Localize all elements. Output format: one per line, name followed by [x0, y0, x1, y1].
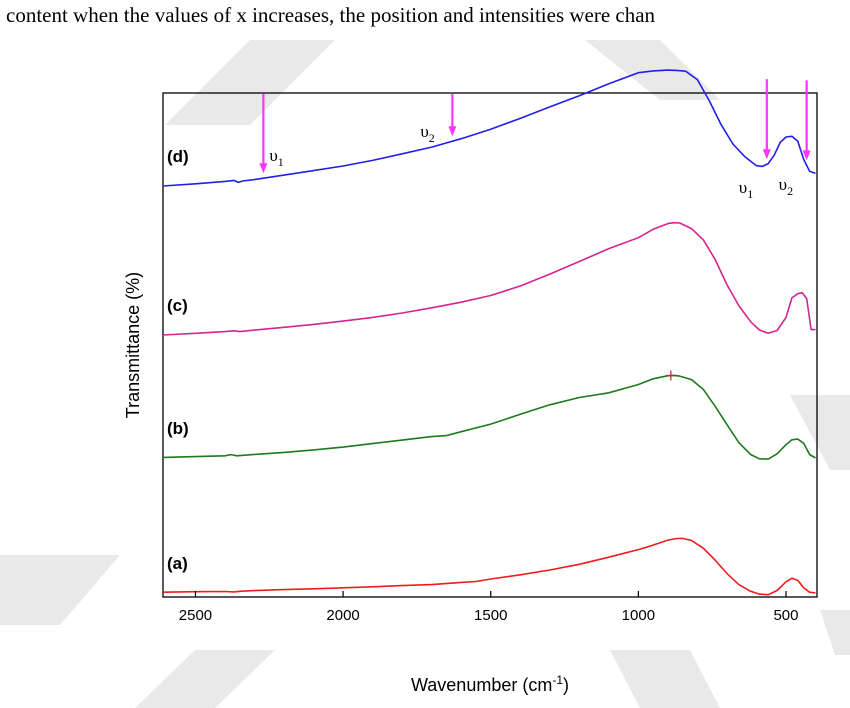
vibration-mode-annotation: υ2 — [779, 80, 811, 198]
curve-label-c: (c) — [167, 296, 188, 315]
x-axis-title-superscript: -1 — [552, 673, 563, 687]
x-tick-label: 1000 — [622, 607, 655, 624]
curves-layer — [162, 69, 816, 596]
curve-labels-layer: (a) (b) (c) (d) — [167, 147, 676, 573]
annotation-arrow-head — [802, 150, 811, 161]
x-tick-label: 1500 — [474, 607, 507, 624]
x-axis-title-main: Wavenumber (cm — [411, 675, 552, 695]
vibration-mode-annotation: υ1 — [739, 79, 771, 201]
x-ticks-layer: 2500 2000 1500 1000 500 — [179, 591, 799, 624]
x-tick-label: 2000 — [326, 607, 359, 624]
mode-label: υ1 — [739, 178, 753, 201]
annotation-arrow-head — [448, 126, 457, 137]
peak-marker — [665, 370, 676, 381]
annotation-arrow-head — [259, 163, 268, 174]
curve-label-b: (b) — [167, 419, 189, 438]
mode-label: υ2 — [779, 175, 793, 198]
series-line-b — [162, 374, 816, 460]
caption-text-fragment: content when the values of x increases, … — [6, 3, 656, 27]
vibration-mode-annotation: υ1 — [259, 94, 284, 174]
curve-label-a: (a) — [167, 554, 188, 573]
curve-label-d: (d) — [167, 147, 189, 166]
x-tick-label: 2500 — [179, 607, 212, 624]
series-line-a — [162, 537, 816, 596]
x-axis-title: Wavenumber (cm-1) — [411, 673, 569, 695]
annotations-layer: υ1 υ2 υ1 υ2 — [259, 79, 811, 201]
x-tick-label: 500 — [773, 607, 798, 624]
series-line-d — [162, 69, 816, 187]
annotation-arrow-head — [762, 149, 771, 160]
mode-label: υ2 — [420, 122, 434, 145]
series-line-c — [162, 221, 816, 336]
vibration-mode-annotation: υ2 — [420, 94, 457, 145]
mode-label: υ1 — [269, 146, 283, 169]
plot-frame — [162, 92, 818, 598]
y-axis-title: Transmittance (%) — [123, 272, 143, 418]
x-axis-title-end: ) — [563, 675, 569, 695]
